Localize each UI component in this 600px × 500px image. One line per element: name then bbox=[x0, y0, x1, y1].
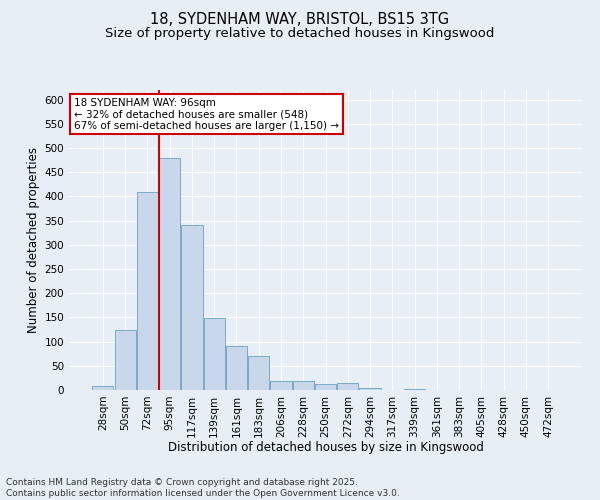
Text: 18 SYDENHAM WAY: 96sqm
← 32% of detached houses are smaller (548)
67% of semi-de: 18 SYDENHAM WAY: 96sqm ← 32% of detached… bbox=[74, 98, 339, 130]
Bar bbox=[359, 388, 380, 390]
Bar bbox=[203, 318, 225, 390]
Bar bbox=[226, 346, 247, 390]
Y-axis label: Number of detached properties: Number of detached properties bbox=[27, 147, 40, 333]
Text: 18, SYDENHAM WAY, BRISTOL, BS15 3TG: 18, SYDENHAM WAY, BRISTOL, BS15 3TG bbox=[151, 12, 449, 28]
Bar bbox=[115, 330, 136, 390]
Bar bbox=[181, 226, 203, 390]
Bar bbox=[92, 386, 113, 390]
Bar bbox=[293, 382, 314, 390]
X-axis label: Distribution of detached houses by size in Kingswood: Distribution of detached houses by size … bbox=[167, 441, 484, 454]
Bar bbox=[337, 382, 358, 390]
Bar bbox=[159, 158, 180, 390]
Text: Contains HM Land Registry data © Crown copyright and database right 2025.
Contai: Contains HM Land Registry data © Crown c… bbox=[6, 478, 400, 498]
Bar bbox=[404, 389, 425, 390]
Bar bbox=[271, 382, 292, 390]
Bar bbox=[248, 356, 269, 390]
Bar bbox=[137, 192, 158, 390]
Bar bbox=[315, 384, 336, 390]
Text: Size of property relative to detached houses in Kingswood: Size of property relative to detached ho… bbox=[106, 28, 494, 40]
